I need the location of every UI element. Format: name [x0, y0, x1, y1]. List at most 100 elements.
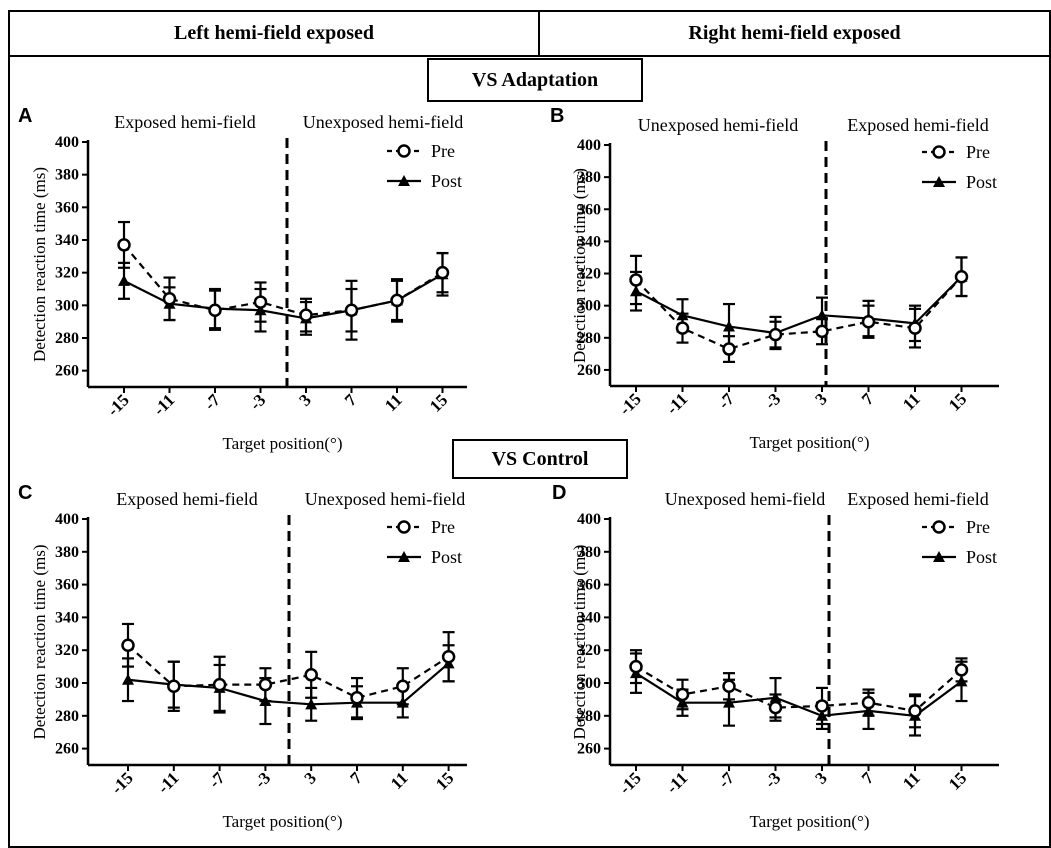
series-line	[635, 276, 963, 351]
x-tick-label: 3	[811, 389, 830, 408]
region-label-left: Exposed hemi-field	[116, 489, 257, 509]
series-line	[635, 672, 963, 717]
legend: Pre Post	[387, 141, 462, 191]
data-point-pre	[350, 691, 364, 705]
data-point-pre	[908, 321, 922, 335]
y-tick-label: 360	[55, 199, 79, 216]
x-tick-label: -7	[205, 768, 229, 792]
y-tick-label: 380	[577, 169, 601, 186]
x-tick-label: 15	[432, 768, 457, 793]
data-point-pre	[815, 699, 829, 713]
x-tick-label: -15	[615, 389, 644, 418]
legend: Pre Post	[922, 142, 997, 192]
y-tick-label: 320	[55, 642, 79, 659]
series-pre	[629, 649, 969, 729]
y-tick-label: 300	[55, 297, 79, 314]
data-point-pre	[629, 659, 643, 674]
x-tick-label: -3	[761, 389, 784, 412]
x-tick-label: -7	[714, 768, 738, 792]
region-label-left: Unexposed hemi-field	[665, 489, 825, 509]
y-tick-label: 340	[55, 609, 79, 626]
x-tick-label: 15	[945, 768, 970, 793]
x-tick-label: -15	[615, 768, 644, 797]
y-tick-label: 300	[577, 298, 601, 315]
panel-B: B 260 280 300 320 340 360 380 400 -15 -11 -7 -3 3 7 11 1…	[550, 105, 999, 452]
y-tick-label: 320	[577, 642, 601, 659]
data-point-pre	[121, 638, 135, 653]
data-point-pre	[435, 265, 450, 280]
x-tick-label: 7	[858, 768, 878, 788]
y-tick-label: 360	[577, 577, 601, 594]
x-axis-label: Target position(°)	[749, 812, 869, 831]
data-point-pre	[675, 321, 690, 335]
y-axis-label: Detection reaction time (ms)	[30, 545, 49, 740]
right-hemifield-header: Right hemi-field exposed	[538, 10, 1051, 57]
y-tick-label: 380	[55, 167, 79, 184]
y-tick-label: 340	[55, 232, 79, 249]
y-tick-label: 400	[577, 137, 601, 154]
y-tick-label: 360	[55, 577, 79, 594]
series-pre	[121, 622, 456, 719]
data-point-pre	[117, 238, 131, 252]
region-label-right: Exposed hemi-field	[847, 489, 988, 509]
panel-letter: B	[550, 105, 564, 127]
x-tick-label: -3	[251, 768, 274, 791]
y-tick-label: 340	[577, 233, 601, 250]
y-tick-label: 260	[577, 362, 601, 379]
panel-letter: D	[552, 482, 566, 504]
legend-label: Post	[966, 547, 997, 567]
series-post	[630, 256, 968, 351]
x-tick-label: -3	[761, 768, 784, 791]
y-axis-label: Detection reaction time (ms)	[570, 545, 589, 740]
data-point-pre	[162, 292, 177, 306]
y-tick-label: 400	[577, 511, 601, 528]
data-point-pre	[344, 303, 359, 317]
y-axis-label: Detection reaction time (ms)	[30, 167, 49, 362]
y-tick-label: 300	[55, 675, 79, 692]
y-tick-label: 260	[55, 741, 79, 758]
panel-C: C 260 280 300 320 340 360 380 400 -15 -11 -7 -3 3 7 11 1…	[18, 482, 467, 831]
x-tick-label: 7	[346, 768, 366, 788]
x-tick-label: -3	[246, 390, 269, 413]
legend-label: Pre	[431, 141, 455, 161]
region-label-left: Exposed hemi-field	[114, 112, 255, 132]
y-axis-label: Detection reaction time (ms)	[570, 168, 589, 363]
region-label-right: Unexposed hemi-field	[305, 489, 465, 509]
data-point-pre	[768, 327, 783, 342]
data-point-pre	[954, 663, 969, 677]
data-point-pre	[390, 293, 404, 308]
data-point-pre	[167, 679, 181, 694]
data-point-pre	[722, 679, 736, 694]
x-tick-label: 3	[301, 768, 320, 787]
data-point-post	[723, 696, 735, 708]
data-point-post	[723, 320, 735, 332]
legend-marker-pre	[932, 145, 946, 159]
legend-marker-post	[933, 176, 945, 187]
x-tick-label: -15	[103, 390, 132, 419]
legend-label: Post	[431, 171, 462, 191]
y-tick-label: 260	[55, 363, 79, 380]
region-label-right: Unexposed hemi-field	[303, 112, 463, 132]
legend-label: Post	[431, 547, 462, 567]
x-tick-label: 11	[899, 389, 924, 414]
section-control-label: VS Control	[452, 439, 628, 479]
data-point-pre	[304, 668, 318, 682]
legend-label: Pre	[966, 142, 990, 162]
legend-marker-pre	[397, 144, 411, 158]
y-tick-label: 280	[577, 708, 601, 725]
legend-marker-pre	[932, 520, 946, 534]
series-pre	[117, 220, 450, 341]
data-point-pre	[258, 677, 273, 692]
series-line	[123, 244, 444, 317]
x-tick-label: 3	[295, 390, 314, 409]
x-tick-label: -11	[154, 768, 183, 797]
y-tick-label: 340	[577, 609, 601, 626]
data-point-pre	[299, 308, 313, 322]
data-point-pre	[675, 687, 690, 702]
y-tick-label: 280	[55, 708, 79, 725]
y-tick-label: 380	[577, 544, 601, 561]
legend: Pre Post	[387, 517, 462, 567]
x-tick-label: -11	[663, 768, 692, 797]
series-line	[635, 665, 963, 713]
